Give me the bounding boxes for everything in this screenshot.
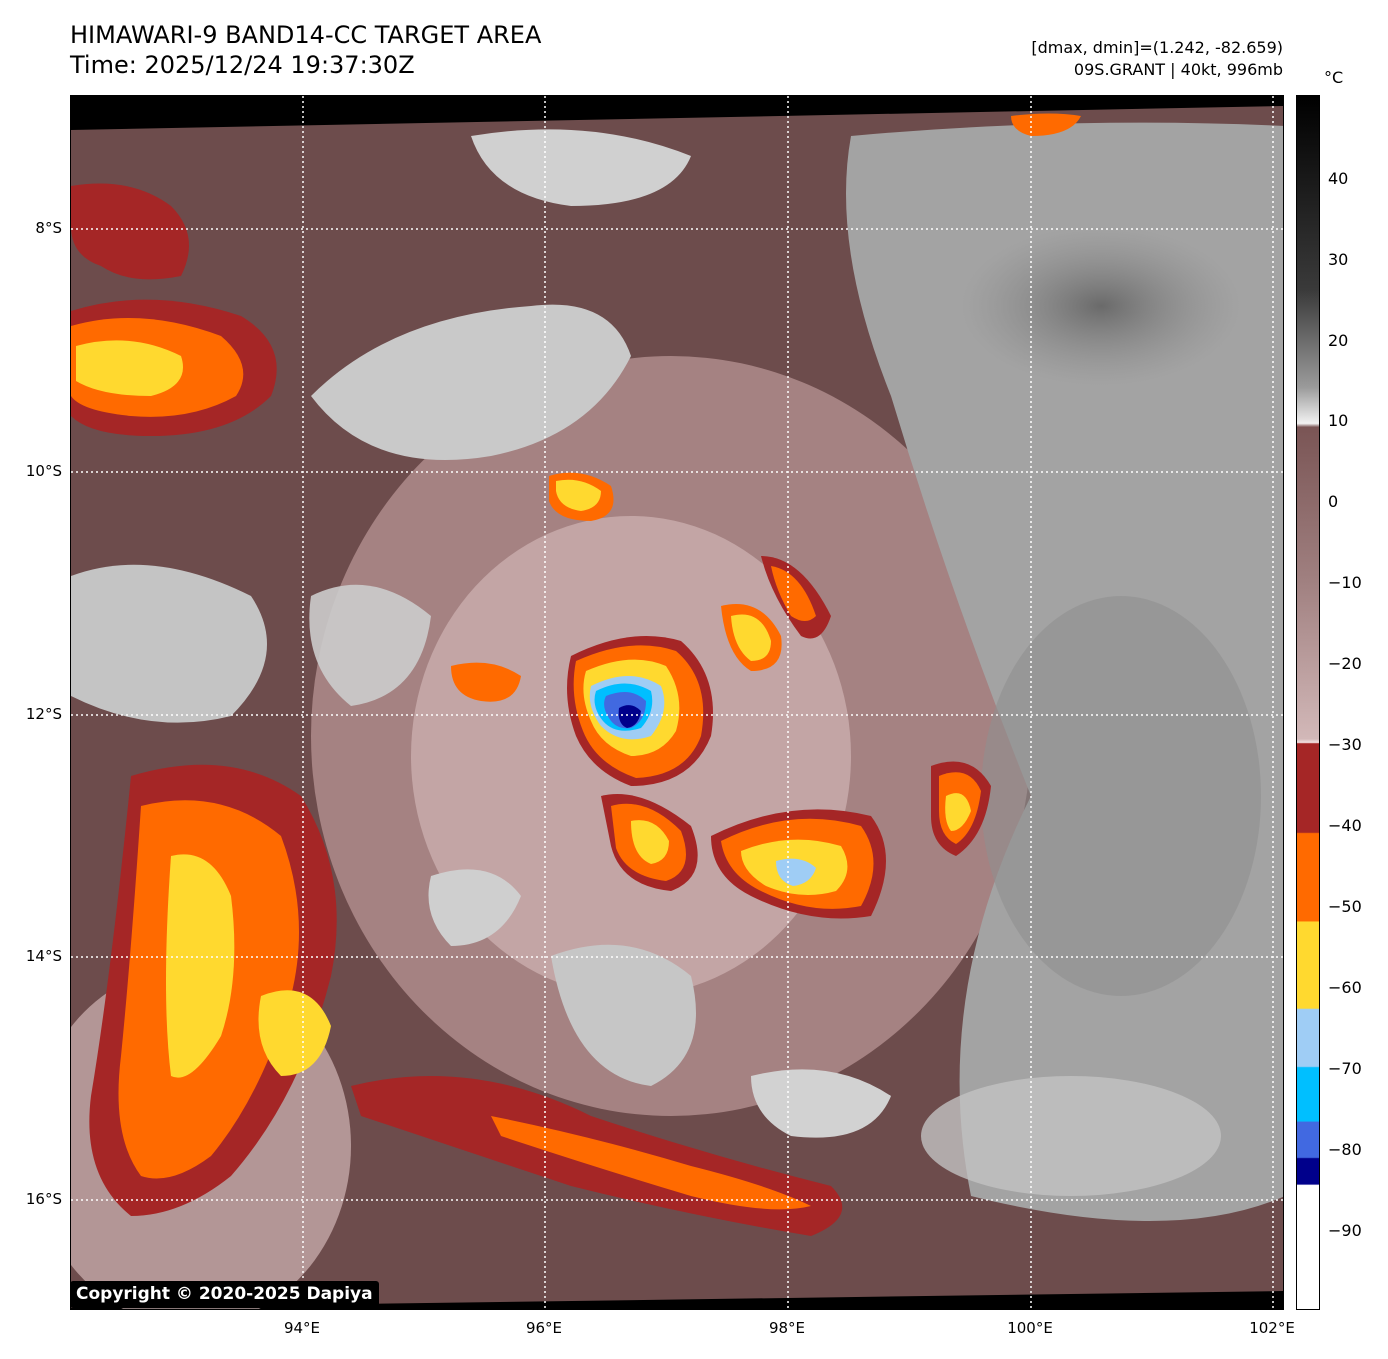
colorbar-tick: −90: [1328, 1221, 1362, 1240]
colorbar-tick: 30: [1328, 250, 1349, 269]
gray-cloud-2: [71, 564, 267, 723]
colorbar-tick: −60: [1328, 978, 1362, 997]
graticule: [71, 96, 1283, 1309]
colorbar-tick: −40: [1328, 816, 1362, 835]
colorbar-unit: °C: [1324, 68, 1344, 87]
lat-label-12s: 12°S: [25, 705, 62, 723]
lon-label-96e: 96°E: [525, 1319, 563, 1337]
colorbar-tick: 10: [1328, 411, 1349, 430]
no-data-top: [71, 96, 1283, 130]
lat-label-14s: 14°S: [25, 947, 62, 965]
map-title: HIMAWARI-9 BAND14-CC TARGET AREA: [70, 21, 542, 49]
map-time: Time: 2025/12/24 19:37:30Z: [70, 51, 415, 79]
dmax-dmin-text: [dmax, dmin]=(1.242, -82.659): [1031, 38, 1283, 57]
storm-info: [dmax, dmin]=(1.242, -82.659) 09S.GRANT …: [1031, 37, 1283, 81]
gray-cloud-1: [311, 304, 631, 460]
lon-label-102e: 102°E: [1249, 1319, 1295, 1337]
colorbar-tick: −20: [1328, 654, 1362, 673]
lat-label-8s: 8°S: [35, 219, 62, 237]
colorbar: [1296, 95, 1320, 1310]
colorbar-tick: 40: [1328, 169, 1349, 188]
lon-label-98e: 98°E: [768, 1319, 806, 1337]
lon-label-94e: 94°E: [283, 1319, 321, 1337]
colorbar-tick: 20: [1328, 331, 1349, 350]
lon-label-100e: 100°E: [1007, 1319, 1053, 1337]
colorbar-tick: −70: [1328, 1059, 1362, 1078]
satellite-image: [70, 95, 1284, 1310]
copyright-label: Copyright © 2020-2025 Dapiya: [70, 1281, 379, 1308]
colorbar-tick: 0: [1328, 492, 1339, 511]
storm-name-text: 09S.GRANT | 40kt, 996mb: [1073, 60, 1283, 79]
colorbar-tick: −50: [1328, 897, 1362, 916]
colorbar-tick: −30: [1328, 735, 1362, 754]
lat-label-16s: 16°S: [25, 1190, 62, 1208]
colorbar-tick: −10: [1328, 573, 1362, 592]
colorbar-tick: −80: [1328, 1140, 1362, 1159]
lat-label-10s: 10°S: [25, 462, 62, 480]
satellite-imagery-svg: [71, 96, 1283, 1309]
west-convection-top: [71, 183, 189, 280]
